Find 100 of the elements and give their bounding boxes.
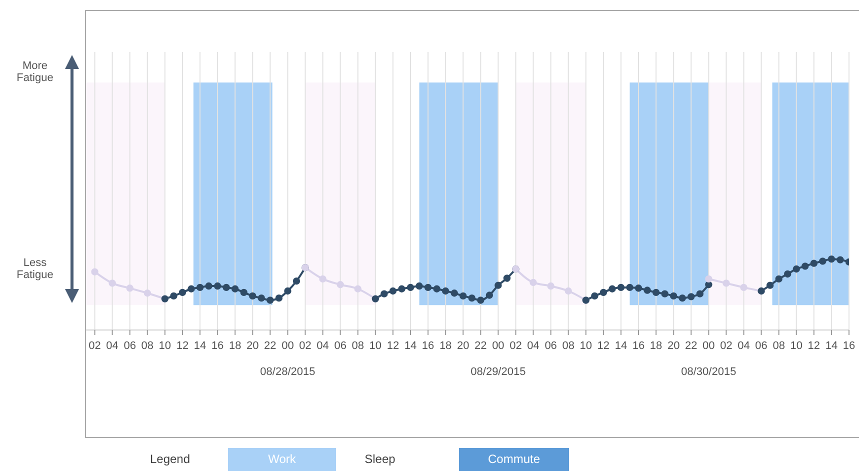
point — [477, 296, 484, 304]
x-tick-label: 20 — [667, 340, 680, 352]
x-tick-label: 04 — [106, 340, 118, 352]
point — [196, 284, 204, 292]
x-tick-label: 16 — [422, 340, 434, 352]
point — [652, 288, 660, 296]
point — [170, 292, 178, 300]
x-tick-label: 14 — [194, 340, 206, 352]
point — [249, 292, 256, 300]
x-tick-label: 08 — [141, 340, 154, 352]
point — [240, 288, 248, 296]
x-tick-label: 08 — [352, 340, 364, 352]
point — [222, 284, 230, 292]
x-tick-label: 22 — [474, 340, 487, 352]
x-tick-label: 02 — [720, 340, 732, 352]
x-tick-label: 14 — [404, 340, 417, 352]
x-tick-label: 10 — [158, 340, 172, 352]
point — [126, 284, 134, 292]
x-tick-label: 20 — [456, 340, 470, 352]
legend-swatch: Commute — [459, 448, 569, 471]
point — [688, 293, 695, 300]
point — [108, 280, 116, 287]
x-tick-label: 18 — [650, 340, 662, 352]
text: More Fatigue — [16, 60, 54, 84]
point — [626, 284, 634, 292]
point — [336, 281, 344, 288]
x-tick-label: 04 — [738, 340, 750, 352]
text: Legend — [148, 452, 192, 466]
point — [284, 287, 292, 295]
x-tick-label: 12 — [176, 340, 189, 352]
point — [450, 290, 458, 297]
x-tick-label: 00 — [282, 340, 294, 352]
legend-swatch: Work — [228, 448, 336, 471]
point — [178, 288, 186, 296]
x-tick-label: 02 — [299, 340, 312, 352]
x-tick-label: 18 — [228, 340, 242, 352]
point — [433, 285, 440, 292]
point — [460, 292, 467, 300]
point — [275, 294, 283, 302]
point — [678, 294, 686, 302]
x-tick-label: 22 — [264, 340, 276, 352]
point — [617, 284, 625, 292]
point — [661, 290, 668, 298]
text: 08/29/2015 — [470, 366, 526, 378]
x-tick-label: 06 — [124, 340, 136, 352]
x-tick-label: 14 — [825, 340, 838, 352]
point — [819, 258, 826, 265]
text: 08/30/2015 — [681, 366, 736, 378]
point — [802, 262, 809, 270]
point — [564, 287, 572, 295]
point — [705, 281, 712, 288]
point — [380, 290, 388, 298]
point — [354, 285, 362, 292]
point — [424, 284, 432, 292]
point — [144, 290, 151, 297]
x-tick-label: 00 — [492, 340, 504, 352]
point — [792, 265, 800, 273]
x-tick-label: 02 — [510, 340, 522, 352]
x-tick-label: 18 — [439, 340, 452, 352]
x-tick-label: 06 — [755, 340, 768, 352]
x-tick-label: 06 — [334, 340, 346, 352]
point — [468, 294, 476, 302]
point — [766, 282, 774, 289]
point — [591, 292, 598, 300]
point — [266, 296, 274, 304]
point — [634, 284, 642, 292]
x-tick-label: 16 — [211, 340, 224, 352]
x-tick-label: 12 — [597, 340, 610, 352]
x-tick-label: 22 — [685, 340, 698, 352]
x-tick-label: 08 — [772, 340, 785, 352]
point — [696, 290, 704, 298]
point — [670, 292, 678, 300]
point — [389, 287, 397, 295]
point — [784, 270, 792, 278]
point — [292, 277, 300, 285]
point — [810, 260, 818, 267]
point — [828, 255, 836, 263]
x-tick-label: 08 — [562, 340, 574, 352]
point — [486, 292, 494, 299]
point — [205, 282, 212, 290]
point — [836, 256, 844, 264]
point — [775, 275, 782, 283]
x-tick-label: 20 — [246, 340, 259, 352]
x-tick-label: 02 — [88, 340, 101, 352]
point — [740, 284, 748, 292]
point — [530, 278, 537, 286]
x-tick-label: 00 — [702, 340, 715, 352]
point — [503, 274, 511, 282]
point — [319, 275, 326, 283]
point — [398, 285, 406, 292]
x-tick-label: 10 — [790, 340, 803, 352]
point — [406, 284, 414, 292]
x-tick-label: 04 — [527, 340, 540, 352]
point — [644, 286, 651, 294]
point — [494, 282, 502, 289]
x-tick-label: 04 — [316, 340, 329, 352]
point — [722, 280, 730, 287]
point — [600, 288, 608, 296]
x-tick-label: 16 — [632, 340, 645, 352]
x-tick-label: 10 — [580, 340, 592, 352]
